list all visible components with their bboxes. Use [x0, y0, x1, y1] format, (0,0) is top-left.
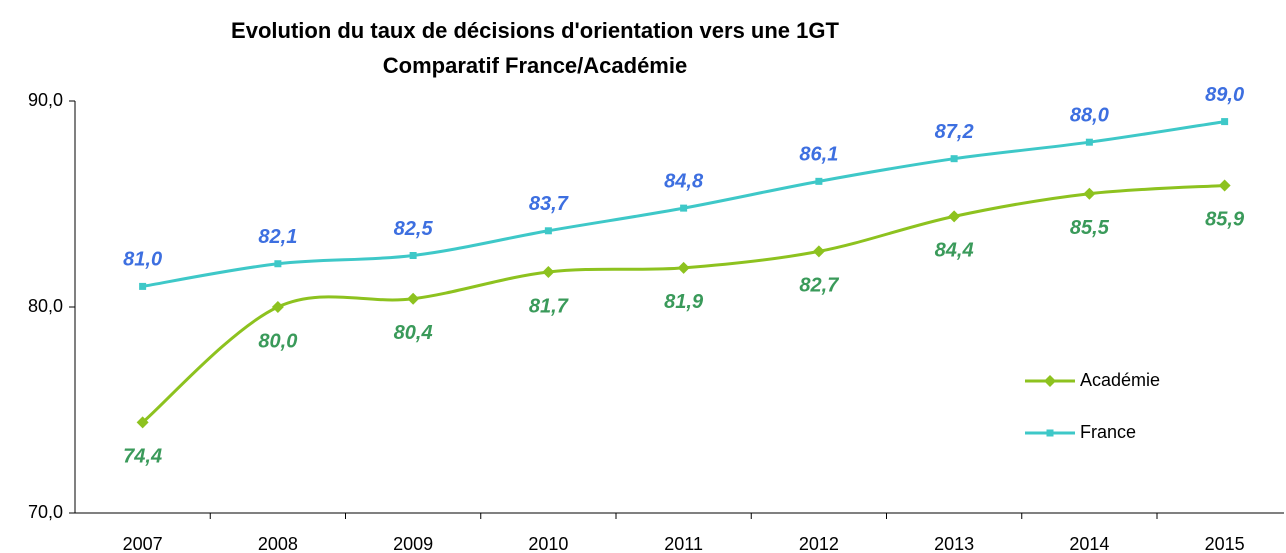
x-tick-label: 2008 — [258, 534, 298, 553]
data-label: 83,7 — [529, 193, 569, 215]
marker — [409, 252, 417, 259]
x-tick-label: 2013 — [934, 534, 974, 553]
data-label: 85,9 — [1205, 209, 1245, 231]
marker — [815, 177, 823, 185]
marker — [1218, 179, 1231, 192]
marker — [680, 204, 688, 212]
marker — [544, 227, 552, 235]
y-tick-label: 70,0 — [28, 502, 63, 522]
data-label: 82,7 — [799, 275, 839, 297]
marker — [274, 260, 282, 268]
legend-label: France — [1080, 422, 1136, 442]
data-label: 84,4 — [935, 240, 974, 262]
marker — [812, 245, 825, 258]
data-label: 81,7 — [529, 295, 569, 317]
x-tick-label: 2010 — [528, 534, 568, 553]
y-tick-label: 80,0 — [28, 296, 63, 316]
marker — [677, 261, 690, 274]
data-label: 82,1 — [258, 226, 297, 248]
data-label: 81,9 — [664, 291, 704, 313]
x-tick-label: 2015 — [1205, 534, 1245, 553]
marker — [950, 155, 958, 163]
data-label: 86,1 — [799, 144, 838, 166]
data-label: 80,0 — [258, 330, 297, 352]
chart-subtitle: Comparatif France/Académie — [383, 53, 687, 78]
data-label: 80,4 — [394, 322, 433, 344]
data-label: 88,0 — [1070, 104, 1109, 126]
data-label: 74,4 — [123, 446, 162, 468]
x-tick-label: 2007 — [123, 534, 163, 553]
legend-label: Académie — [1080, 370, 1160, 390]
x-tick-label: 2012 — [799, 534, 839, 553]
legend-marker — [1046, 429, 1054, 437]
legend-marker — [1044, 375, 1056, 387]
marker — [1085, 138, 1093, 146]
x-tick-label: 2014 — [1069, 534, 1109, 553]
marker — [139, 282, 147, 290]
chart-title: Evolution du taux de décisions d'orienta… — [231, 18, 839, 43]
marker — [1083, 187, 1096, 200]
y-tick-label: 90,0 — [28, 90, 63, 110]
data-label: 82,5 — [394, 218, 434, 240]
data-label: 85,5 — [1070, 217, 1110, 239]
x-tick-label: 2009 — [393, 534, 433, 553]
marker — [136, 416, 149, 429]
data-label: 84,8 — [664, 170, 704, 192]
data-label: 81,0 — [123, 249, 162, 271]
marker — [271, 301, 284, 313]
data-label: 89,0 — [1205, 84, 1244, 106]
marker — [542, 265, 555, 278]
marker — [407, 292, 420, 305]
marker — [948, 210, 961, 223]
data-label: 87,2 — [935, 121, 974, 143]
marker — [1221, 118, 1229, 126]
series-line — [142, 120, 1225, 288]
x-tick-label: 2011 — [664, 534, 703, 553]
